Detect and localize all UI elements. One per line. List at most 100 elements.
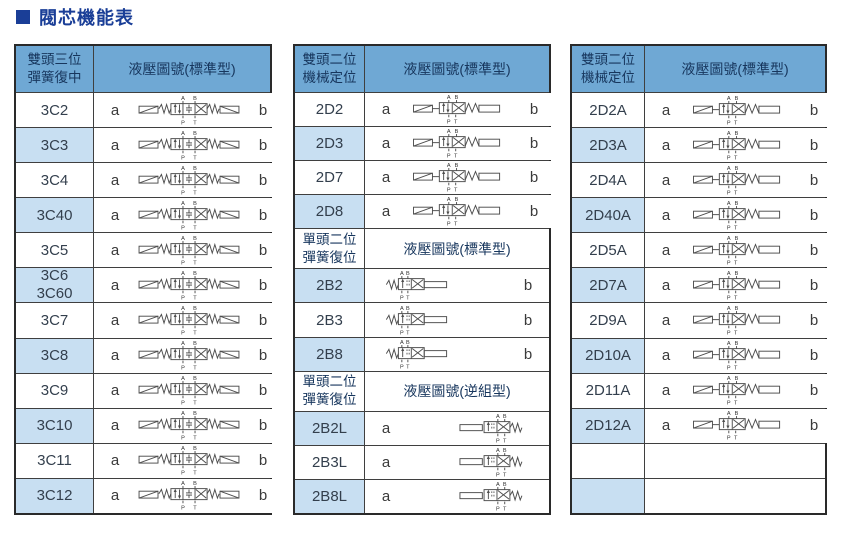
svg-text:B: B <box>455 95 459 101</box>
spool-code-cell: 2D2A <box>572 93 645 128</box>
position-b-label: b <box>258 276 268 294</box>
svg-text:B: B <box>193 411 197 417</box>
svg-text:T: T <box>734 260 738 266</box>
spool-code-cell: 3C10 <box>16 408 94 443</box>
spool-code-cell <box>572 478 645 513</box>
svg-text:A: A <box>181 236 185 242</box>
svg-text:P: P <box>727 400 731 406</box>
svg-text:B: B <box>193 482 197 488</box>
svg-text:A: A <box>181 482 185 488</box>
page-title: 閥芯機能表 <box>39 8 134 28</box>
svg-text:A: A <box>447 163 451 169</box>
svg-text:P: P <box>181 120 185 126</box>
position-a-label: a <box>110 312 120 329</box>
svg-text:P: P <box>727 330 731 336</box>
table-row <box>572 477 825 513</box>
spool-type-header: 單頭二位 彈簧復位 <box>295 229 365 269</box>
position-a-label: a <box>110 101 120 119</box>
diagram-column-header: 液壓圖號(標準型) <box>128 61 236 77</box>
spool-code-cell: 3C5 <box>16 233 94 268</box>
position-b-label: b <box>258 171 268 189</box>
svg-text:T: T <box>734 365 738 371</box>
position-a-label: a <box>110 171 120 189</box>
svg-text:P: P <box>727 190 731 196</box>
svg-text:A: A <box>727 166 731 172</box>
page-header: 閥芯機能表 <box>16 4 134 30</box>
spool-code-cell: 2B2L <box>295 411 365 445</box>
svg-text:P: P <box>496 506 500 512</box>
svg-text:A: A <box>727 131 731 137</box>
position-b-label: b <box>258 101 268 119</box>
svg-text:P: P <box>181 330 185 336</box>
svg-text:B: B <box>735 201 739 207</box>
position-b-label: b <box>258 452 268 470</box>
svg-text:P: P <box>181 365 185 371</box>
spool-code-cell: 2B2 <box>295 269 365 303</box>
spool-type-header: 單頭二位 彈簧復位 <box>295 371 365 411</box>
svg-text:A: A <box>181 306 185 312</box>
svg-text:B: B <box>735 411 739 417</box>
svg-text:B: B <box>193 236 197 242</box>
position-a-label: a <box>661 417 671 435</box>
position-a-label: a <box>661 136 671 154</box>
svg-text:A: A <box>400 340 404 346</box>
spool-code-cell: 2D3 <box>295 127 365 161</box>
svg-text:T: T <box>406 364 410 370</box>
svg-text:T: T <box>734 400 738 406</box>
diagram-column-header: 液壓圖號(標準型) <box>403 240 511 257</box>
diagram-column-header: 液壓圖號(逆組型) <box>403 383 511 400</box>
position-a-label: a <box>381 419 391 437</box>
svg-text:P: P <box>181 260 185 266</box>
svg-text:P: P <box>447 119 451 125</box>
svg-text:P: P <box>181 295 185 301</box>
svg-text:P: P <box>181 506 185 512</box>
svg-text:B: B <box>735 236 739 242</box>
svg-text:A: A <box>181 96 185 102</box>
spool-code-cell: 3C8 <box>16 338 94 373</box>
svg-text:A: A <box>727 376 731 382</box>
svg-text:B: B <box>503 414 507 420</box>
spool-code-cell: 2D7A <box>572 268 645 303</box>
position-b-label: b <box>809 382 819 400</box>
position-b-label: b <box>523 277 533 295</box>
position-b-label: b <box>258 206 268 224</box>
svg-text:T: T <box>503 506 507 512</box>
position-b-label: b <box>258 312 268 329</box>
position-b-label: b <box>809 206 819 224</box>
spool-type-header: 雙頭二位 機械定位 <box>295 46 365 92</box>
svg-text:A: A <box>181 411 185 417</box>
spool-code-cell: 2D40A <box>572 198 645 233</box>
svg-text:A: A <box>447 197 451 203</box>
svg-text:B: B <box>503 448 507 454</box>
svg-text:B: B <box>455 163 459 169</box>
svg-text:A: A <box>727 271 731 277</box>
position-a-label: a <box>110 347 120 365</box>
